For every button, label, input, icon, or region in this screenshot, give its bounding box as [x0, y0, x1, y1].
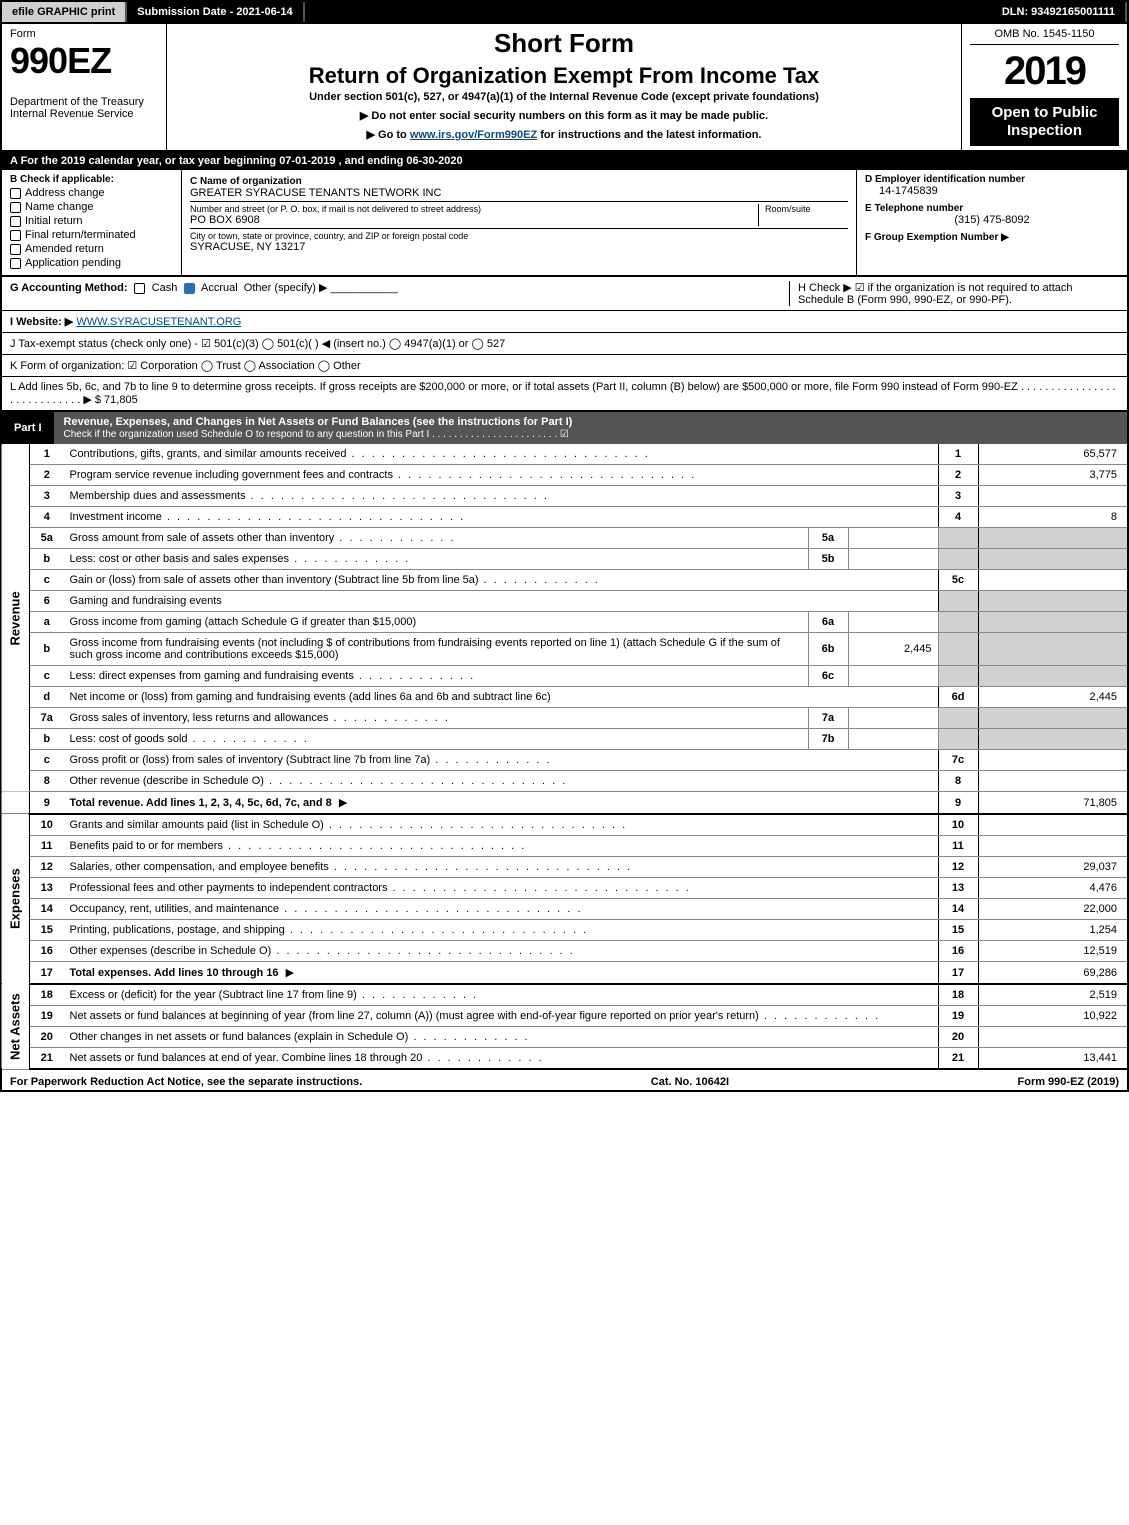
page-footer: For Paperwork Reduction Act Notice, see … — [0, 1070, 1129, 1092]
expenses-label: Expenses — [1, 814, 30, 984]
website-link[interactable]: WWW.SYRACUSETENANT.ORG — [76, 316, 241, 328]
submission-date: Submission Date - 2021-06-14 — [127, 2, 304, 22]
org-name: GREATER SYRACUSE TENANTS NETWORK INC — [190, 187, 848, 199]
chk-final-return[interactable]: Final return/terminated — [10, 229, 173, 241]
dln: DLN: 93492165001111 — [992, 2, 1127, 22]
entity-info: B Check if applicable: Address change Na… — [0, 170, 1129, 277]
group-exemption: F Group Exemption Number ▶ — [865, 232, 1119, 243]
section-k: K Form of organization: ☑ Corporation ◯ … — [0, 355, 1129, 377]
short-form-title: Short Form — [175, 28, 953, 59]
department: Department of the Treasury Internal Reve… — [10, 96, 158, 120]
title-block: Short Form Return of Organization Exempt… — [167, 24, 962, 150]
section-j: J Tax-exempt status (check only one) - ☑… — [0, 333, 1129, 355]
part1-header: Part I Revenue, Expenses, and Changes in… — [0, 412, 1129, 444]
efile-print[interactable]: efile GRAPHIC print — [2, 2, 127, 22]
chk-cash[interactable] — [134, 283, 145, 294]
warning-line: ▶ Do not enter social security numbers o… — [175, 109, 953, 122]
section-l: L Add lines 5b, 6c, and 7b to line 9 to … — [0, 377, 1129, 412]
top-bar: efile GRAPHIC print Submission Date - 20… — [0, 0, 1129, 24]
org-street: PO BOX 6908 — [190, 214, 758, 226]
chk-amended-return[interactable]: Amended return — [10, 243, 173, 255]
section-c: C Name of organization GREATER SYRACUSE … — [182, 170, 857, 275]
row-g-h: G Accounting Method: Cash Accrual Other … — [0, 277, 1129, 311]
footer-left: For Paperwork Reduction Act Notice, see … — [10, 1076, 362, 1088]
part1-tag: Part I — [2, 418, 54, 438]
chk-address-change[interactable]: Address change — [10, 187, 173, 199]
part1-table: Revenue 1 Contributions, gifts, grants, … — [0, 444, 1129, 1070]
footer-right: Form 990-EZ (2019) — [1018, 1076, 1119, 1088]
right-header: OMB No. 1545-1150 2019 Open to Public In… — [962, 24, 1127, 150]
section-i: I Website: ▶ WWW.SYRACUSETENANT.ORG — [0, 311, 1129, 333]
org-city: SYRACUSE, NY 13217 — [190, 241, 848, 253]
chk-application-pending[interactable]: Application pending — [10, 257, 173, 269]
instructions-line: ▶ Go to www.irs.gov/Form990EZ for instru… — [175, 128, 953, 141]
period-line: A For the 2019 calendar year, or tax yea… — [0, 152, 1129, 170]
line-1-amt: 65,577 — [978, 444, 1128, 465]
line-1-desc: Contributions, gifts, grants, and simila… — [64, 444, 939, 465]
section-h: H Check ▶ ☑ if the organization is not r… — [789, 281, 1119, 306]
net-assets-label: Net Assets — [1, 984, 30, 1069]
section-g: G Accounting Method: Cash Accrual Other … — [10, 281, 789, 306]
section-d-e-f: D Employer identification number 14-1745… — [857, 170, 1127, 275]
irs-link[interactable]: www.irs.gov/Form990EZ — [410, 129, 537, 141]
revenue-label: Revenue — [1, 444, 30, 792]
chk-initial-return[interactable]: Initial return — [10, 215, 173, 227]
form-header: Form 990EZ Department of the Treasury In… — [0, 24, 1129, 152]
footer-center: Cat. No. 10642I — [651, 1076, 729, 1088]
form-label: Form — [10, 28, 158, 40]
subtitle: Under section 501(c), 527, or 4947(a)(1)… — [175, 91, 953, 103]
form-number-block: Form 990EZ Department of the Treasury In… — [2, 24, 167, 150]
open-to-public: Open to Public Inspection — [970, 98, 1119, 146]
main-title: Return of Organization Exempt From Incom… — [175, 63, 953, 89]
part1-title: Revenue, Expenses, and Changes in Net As… — [54, 412, 1127, 444]
form-number: 990EZ — [10, 40, 158, 82]
section-b: B Check if applicable: Address change Na… — [2, 170, 182, 275]
chk-name-change[interactable]: Name change — [10, 201, 173, 213]
ein: 14-1745839 — [879, 185, 1119, 197]
omb-number: OMB No. 1545-1150 — [970, 28, 1119, 45]
chk-accrual[interactable] — [184, 283, 195, 294]
tax-year: 2019 — [970, 49, 1119, 94]
phone: (315) 475-8092 — [865, 214, 1119, 226]
